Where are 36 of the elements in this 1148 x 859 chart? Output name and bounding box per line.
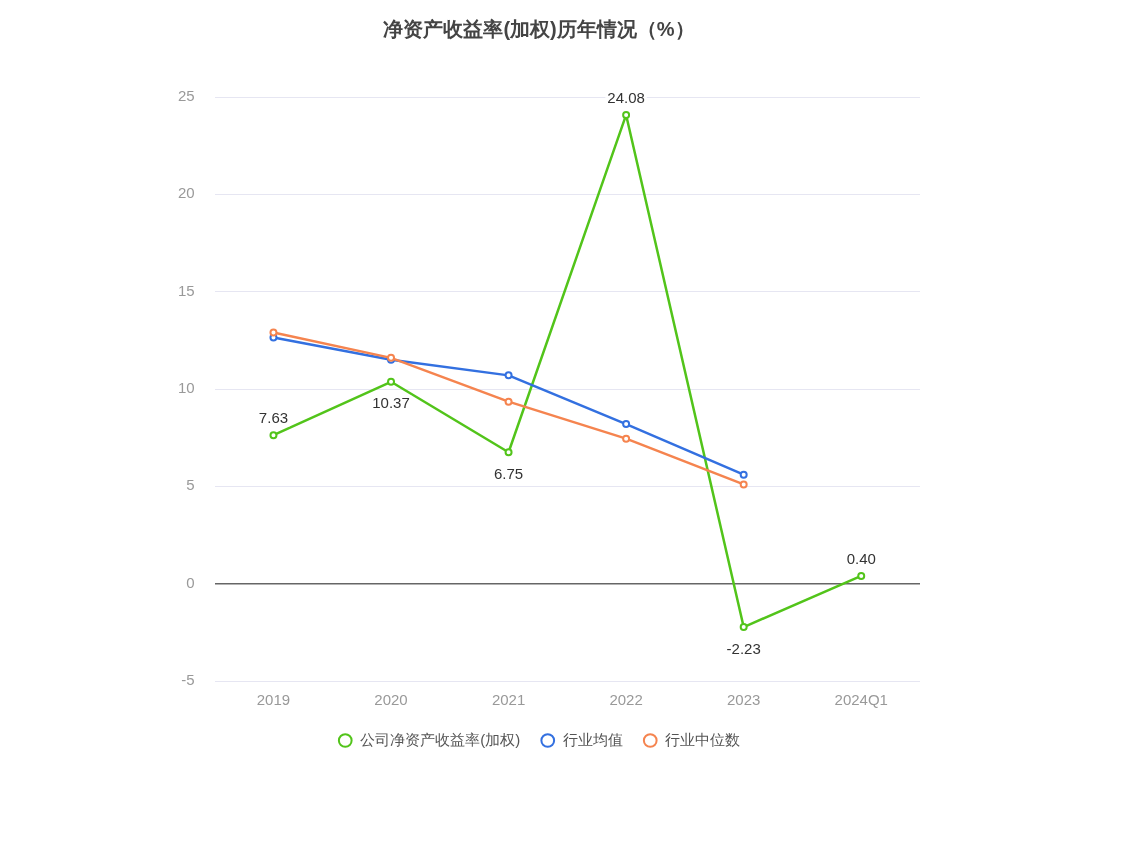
data-label: 0.40 <box>846 549 876 567</box>
y-tick-label: 0 <box>186 573 195 591</box>
y-tick-label: -5 <box>181 671 195 689</box>
y-tick-label: 20 <box>178 184 195 202</box>
point <box>504 448 513 457</box>
point <box>622 420 631 429</box>
x-tick-label: 2020 <box>374 691 408 709</box>
x-tick-label: 2024Q1 <box>834 691 888 709</box>
data-label: -2.23 <box>726 639 761 657</box>
point <box>739 480 748 489</box>
point <box>387 377 396 386</box>
legend-label: 行业均值 <box>562 730 623 748</box>
x-tick-label: 2023 <box>726 691 761 709</box>
legend-label: 公司净资产收益率(加权) <box>360 730 521 748</box>
point <box>857 571 866 580</box>
x-tick-label: 2021 <box>491 691 526 709</box>
point <box>739 470 748 479</box>
point <box>622 434 631 443</box>
data-label: 6.75 <box>493 464 524 482</box>
chart-title: 净资产收益率(加权)历年情况（%） <box>383 17 695 40</box>
x-tick-label: 2019 <box>256 691 291 709</box>
x-tick-label: 2022 <box>609 691 643 709</box>
legend-label: 行业中位数 <box>665 730 741 748</box>
point <box>269 328 278 337</box>
y-tick-label: 5 <box>186 476 195 494</box>
data-label: 10.37 <box>372 394 410 412</box>
y-tick-label: 15 <box>178 281 195 299</box>
data-label: 24.08 <box>607 88 645 106</box>
y-tick-label: 10 <box>178 379 195 397</box>
point <box>269 431 278 440</box>
point <box>504 371 513 380</box>
y-tick-label: 25 <box>178 87 195 105</box>
data-label: 7.63 <box>258 408 289 426</box>
point <box>622 110 631 119</box>
point <box>504 397 513 406</box>
point <box>739 623 748 632</box>
